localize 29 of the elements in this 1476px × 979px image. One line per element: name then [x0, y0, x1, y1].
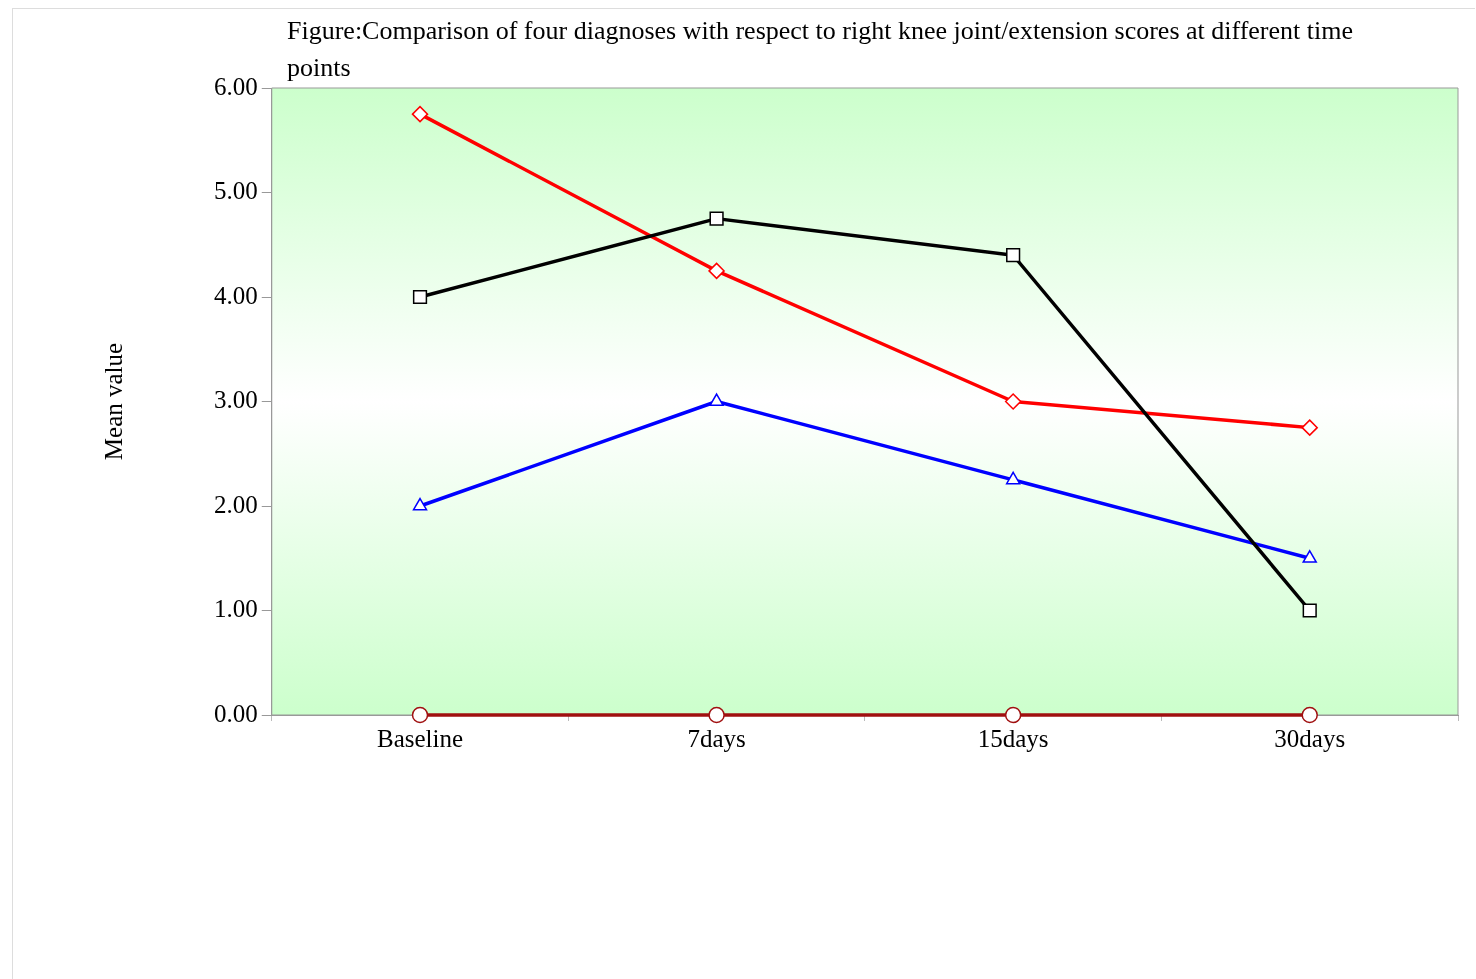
point: [1301, 419, 1318, 436]
point: [1004, 393, 1022, 410]
point: [412, 497, 428, 511]
x-tick-label: 30days: [1274, 724, 1346, 752]
x-tick-label: Baseline: [376, 724, 464, 752]
y-tick-label: 6.00: [214, 72, 258, 100]
point: [411, 706, 429, 724]
y-tick-label: 5.00: [214, 177, 258, 205]
y-tick-label: 2.00: [214, 490, 258, 518]
x-tick-label: 15days: [977, 724, 1049, 752]
y-tick-label: 1.00: [214, 595, 258, 623]
point: [1005, 471, 1021, 485]
point: [708, 706, 725, 724]
point: [412, 289, 428, 305]
x-tick-label: 7days: [687, 724, 746, 752]
point: [1301, 706, 1318, 724]
chart-title: Figure:Comparison of four diagnoses with respect to right knee joint/extension scores at different time points: [287, 15, 1354, 84]
point: [709, 211, 724, 226]
point: [709, 393, 724, 406]
point: [1302, 550, 1317, 563]
y-tick-label: 3.00: [214, 386, 258, 414]
y-tick-label: 4.00: [214, 281, 258, 309]
point: [411, 105, 429, 123]
point: [708, 262, 725, 280]
point: [1004, 706, 1022, 724]
y-tick-label: 0.00: [214, 699, 258, 727]
point: [1302, 603, 1317, 618]
point: [1006, 248, 1021, 263]
y-axis-title: Mean value: [99, 342, 127, 461]
